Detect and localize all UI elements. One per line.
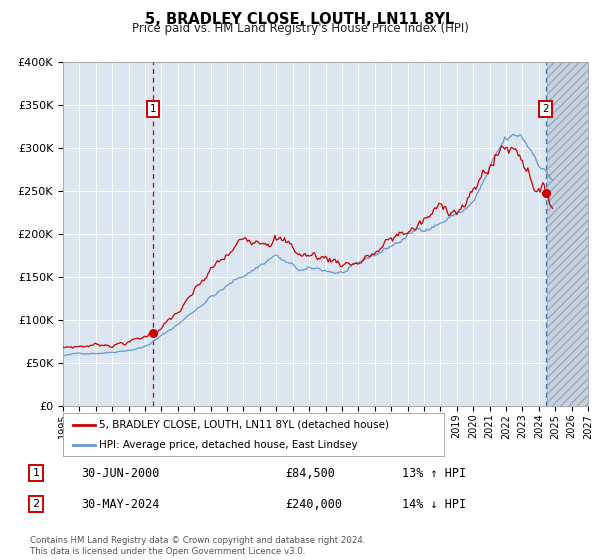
Text: £240,000: £240,000 — [285, 497, 342, 511]
Text: £84,500: £84,500 — [285, 466, 335, 480]
Text: 5, BRADLEY CLOSE, LOUTH, LN11 8YL (detached house): 5, BRADLEY CLOSE, LOUTH, LN11 8YL (detac… — [99, 420, 389, 430]
Text: 1: 1 — [32, 468, 40, 478]
Text: Price paid vs. HM Land Registry's House Price Index (HPI): Price paid vs. HM Land Registry's House … — [131, 22, 469, 35]
Text: 30-MAY-2024: 30-MAY-2024 — [81, 497, 160, 511]
Text: 1: 1 — [150, 104, 157, 114]
Text: Contains HM Land Registry data © Crown copyright and database right 2024.
This d: Contains HM Land Registry data © Crown c… — [30, 536, 365, 556]
Text: 2: 2 — [542, 104, 549, 114]
Text: 30-JUN-2000: 30-JUN-2000 — [81, 466, 160, 480]
Text: 5, BRADLEY CLOSE, LOUTH, LN11 8YL: 5, BRADLEY CLOSE, LOUTH, LN11 8YL — [145, 12, 455, 27]
Text: 13% ↑ HPI: 13% ↑ HPI — [402, 466, 466, 480]
Bar — [547, 62, 588, 406]
Text: 2: 2 — [32, 499, 40, 509]
Text: HPI: Average price, detached house, East Lindsey: HPI: Average price, detached house, East… — [99, 440, 358, 450]
Text: 14% ↓ HPI: 14% ↓ HPI — [402, 497, 466, 511]
